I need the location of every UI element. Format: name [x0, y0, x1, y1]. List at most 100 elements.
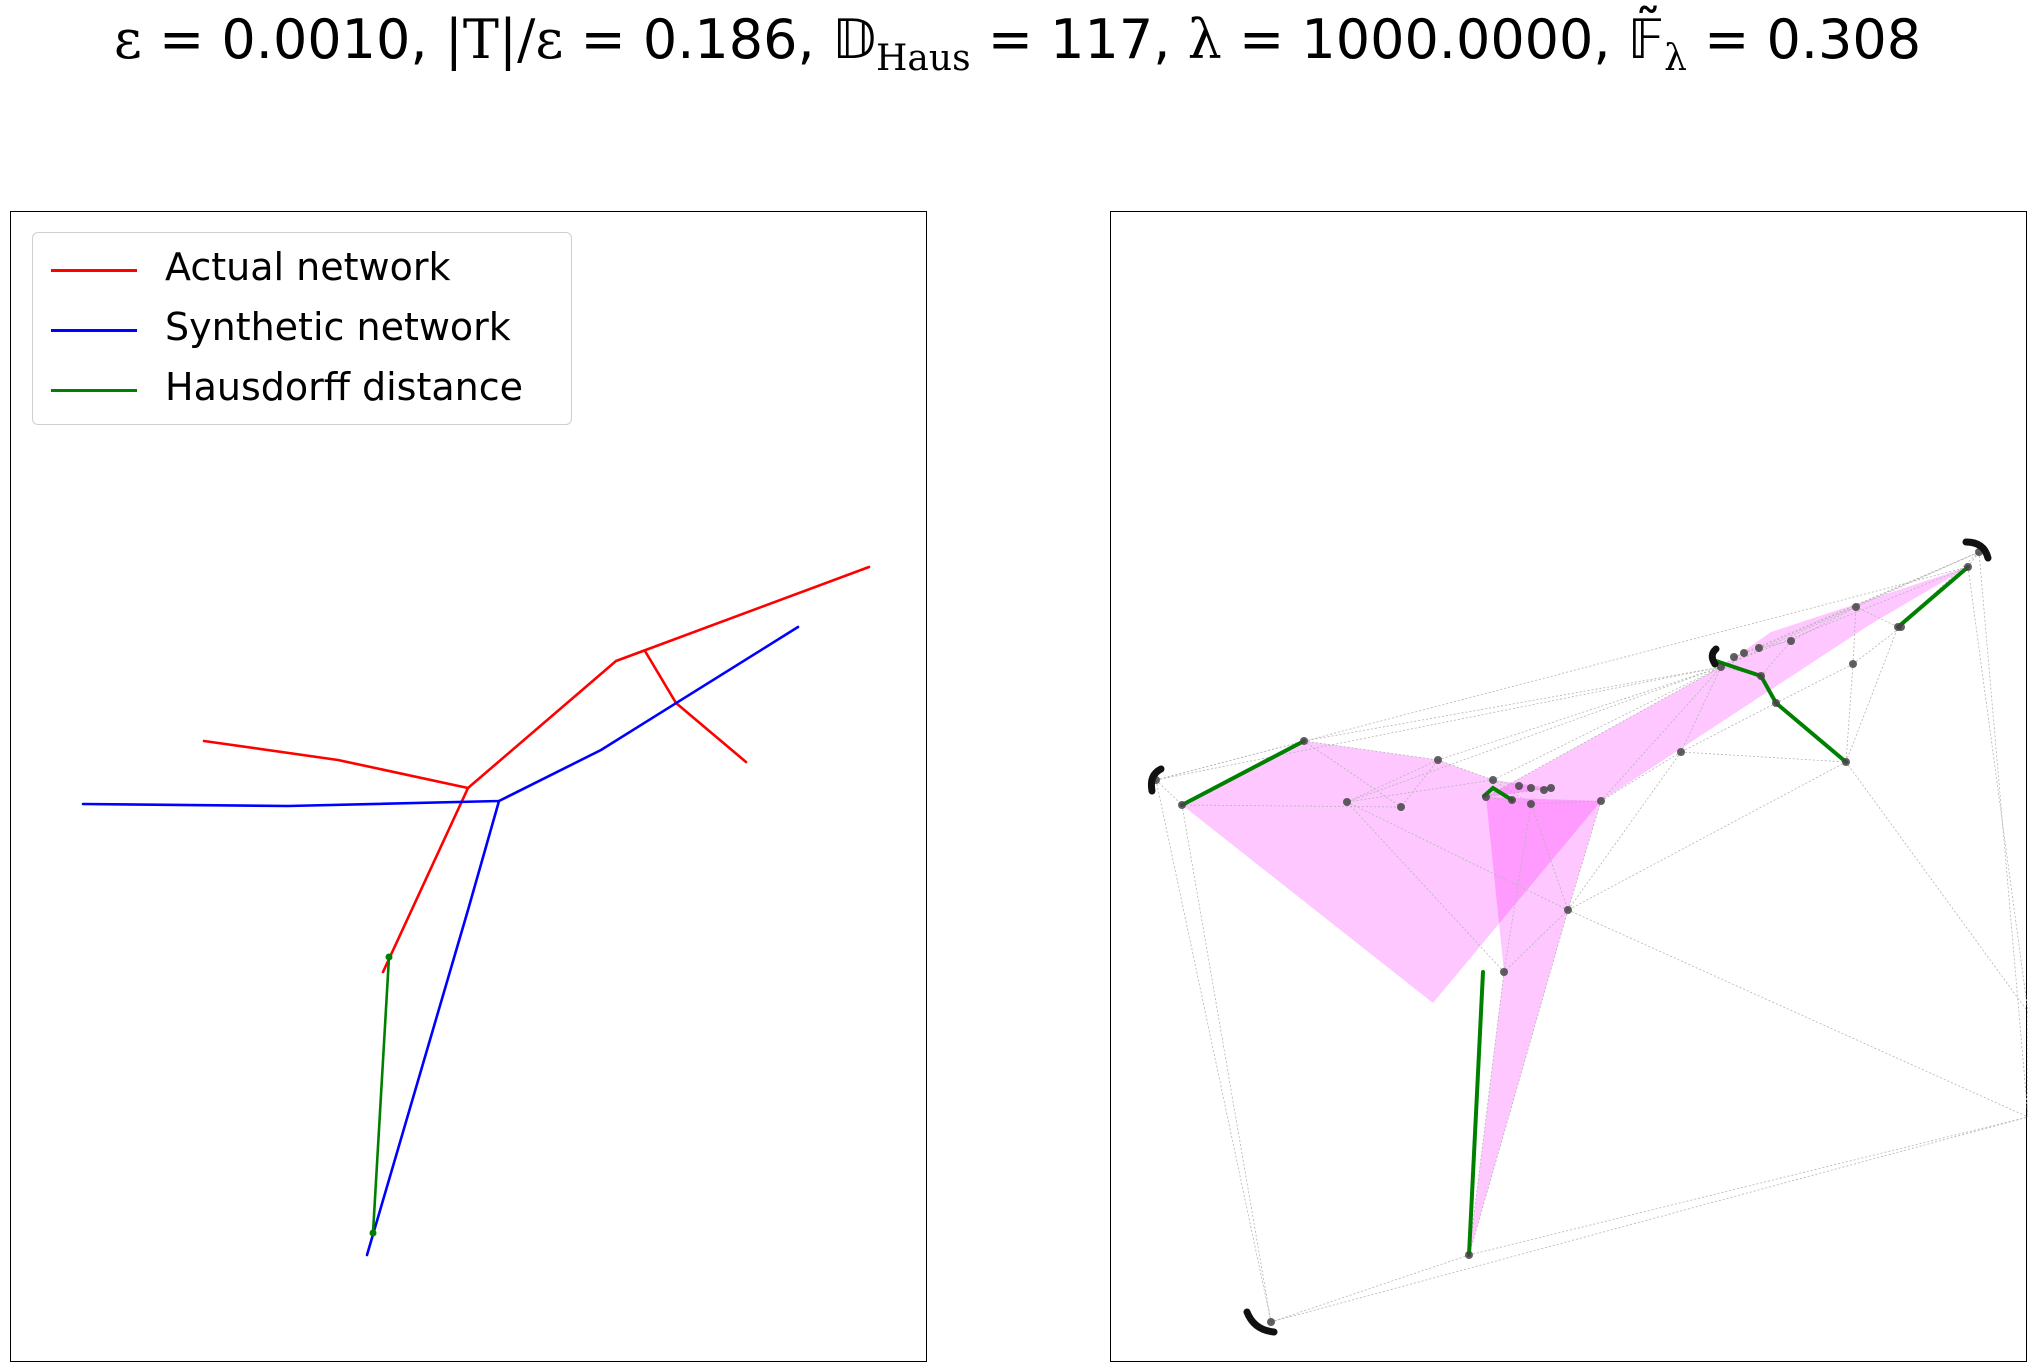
mesh-edge	[1567, 909, 2028, 1118]
mesh-node	[1564, 906, 1572, 914]
mesh-edge	[1492, 779, 1520, 787]
mesh-edge	[1503, 803, 1532, 973]
mesh-edge	[1346, 779, 1494, 803]
mesh-edge	[1155, 779, 1272, 1323]
mesh-node	[1964, 563, 1972, 571]
mesh-edge	[1485, 666, 1722, 798]
mesh-edge	[1600, 666, 1722, 802]
mesh-edge	[1270, 1116, 2028, 1323]
mesh-edge	[1845, 663, 1854, 763]
legend-swatch-hausdorff	[51, 389, 137, 392]
legend: Actual network Synthetic network Hausdor…	[32, 232, 572, 425]
mesh-node	[1547, 784, 1555, 792]
flat-norm-patch	[1486, 567, 1968, 801]
mesh-edge	[1468, 1116, 2028, 1256]
mesh-edge	[1758, 640, 1792, 649]
mesh-edge	[1485, 796, 1532, 805]
mesh-node	[1740, 649, 1748, 657]
mesh-node	[1842, 758, 1850, 766]
flat-norm-value: 0.308	[1766, 8, 1922, 71]
mesh-node	[1849, 660, 1857, 668]
mesh-edge	[1852, 626, 1902, 665]
mesh-edge	[1967, 551, 1980, 568]
lambda-value: 1000.0000	[1301, 8, 1594, 71]
hausdorff-endpoint	[385, 953, 393, 961]
mesh-edge	[1468, 971, 1505, 1256]
mesh-edge	[1845, 626, 1899, 763]
hausdorff-endpoint	[369, 1229, 377, 1237]
network-comparison-panel: Actual network Synthetic network Hausdor…	[10, 211, 927, 1362]
mesh-edge	[1303, 740, 1439, 761]
network-plot	[81, 565, 871, 1257]
mesh-edge	[1680, 702, 1777, 753]
epsilon-value: 0.0010	[221, 8, 411, 71]
legend-swatch-actual	[51, 269, 137, 272]
mesh-node	[1897, 623, 1905, 631]
hausdorff-subscript: Haus	[876, 37, 971, 79]
mesh-edge	[1437, 666, 1722, 761]
flat-norm-symbol: 𝔽̃	[1627, 8, 1665, 71]
mesh-edge	[1155, 566, 1969, 781]
t-ratio-value: 0.186	[642, 8, 798, 71]
mesh-node	[1267, 1318, 1275, 1326]
mesh-edge	[1346, 801, 1569, 911]
flat-norm-patch	[1182, 741, 1601, 1003]
t-ratio-symbol: |T|/ε	[444, 8, 564, 71]
triangulation-plot	[1147, 538, 2028, 1336]
mesh-edge	[1303, 666, 1722, 742]
boundary-arc	[1962, 538, 1992, 562]
flat-norm-region	[1182, 567, 1968, 1255]
hausdorff-value: 117	[1050, 8, 1154, 71]
mesh-node	[1852, 603, 1860, 611]
mesh-edge	[1845, 761, 2028, 1013]
mesh-edge	[1400, 759, 1439, 808]
mesh-node	[1343, 798, 1351, 806]
mesh-edge	[1492, 666, 1722, 781]
mesh-node	[1787, 637, 1795, 645]
mesh-node	[1717, 663, 1725, 671]
legend-swatch-synthetic	[51, 329, 137, 332]
legend-label-actual: Actual network	[165, 245, 451, 289]
mesh-edge	[1485, 787, 1552, 798]
mesh-edge	[1567, 800, 1602, 911]
mesh-node	[1482, 793, 1490, 801]
legend-item-synthetic: Synthetic network	[33, 299, 571, 359]
boundary-arc	[1147, 765, 1165, 795]
mesh-node	[1527, 784, 1535, 792]
mesh-edge	[1492, 779, 1532, 805]
lambda-symbol: λ	[1187, 8, 1222, 71]
mesh-edge	[1503, 909, 1569, 973]
mesh-nodes	[1152, 548, 1983, 1326]
hausdorff-symbol: 𝔻	[831, 8, 877, 71]
epsilon-symbol: ε	[113, 8, 142, 71]
mesh-node	[1178, 801, 1186, 809]
mesh-edge	[1567, 751, 1682, 911]
flat-norm-panel	[1110, 211, 2028, 1362]
mesh-edge	[1967, 566, 2028, 1013]
mesh-node	[1397, 803, 1405, 811]
actual-network-line	[202, 565, 871, 790]
legend-label-synthetic: Synthetic network	[165, 305, 511, 349]
matching-segment	[1896, 565, 1970, 629]
mesh-edge	[1181, 804, 1272, 1323]
mesh-edge	[1181, 804, 1402, 808]
mesh-node	[1755, 644, 1763, 652]
mesh-edge	[1155, 779, 1183, 806]
triangulation-mesh	[1155, 551, 2028, 1323]
mesh-node	[1515, 782, 1523, 790]
mesh-node	[1508, 796, 1516, 804]
mesh-node	[1677, 748, 1685, 756]
matching-segment	[1467, 970, 1485, 1257]
mesh-edge	[1155, 666, 1722, 781]
matching-segments	[1180, 565, 1970, 1257]
mesh-node	[1772, 699, 1780, 707]
mesh-edge	[1758, 551, 1980, 649]
figure-title: ε = 0.0010, |T|/ε = 0.186, 𝔻Haus = 117, …	[113, 8, 1922, 79]
hausdorff-distance-line	[371, 955, 391, 1235]
legend-item-actual: Actual network	[33, 239, 571, 299]
boundary-arcs	[1147, 538, 1992, 1336]
mesh-node	[1300, 737, 1308, 745]
legend-label-hausdorff: Hausdorff distance	[165, 365, 524, 409]
mesh-node	[1465, 1251, 1473, 1259]
flat-norm-subscript: λ	[1664, 37, 1687, 79]
